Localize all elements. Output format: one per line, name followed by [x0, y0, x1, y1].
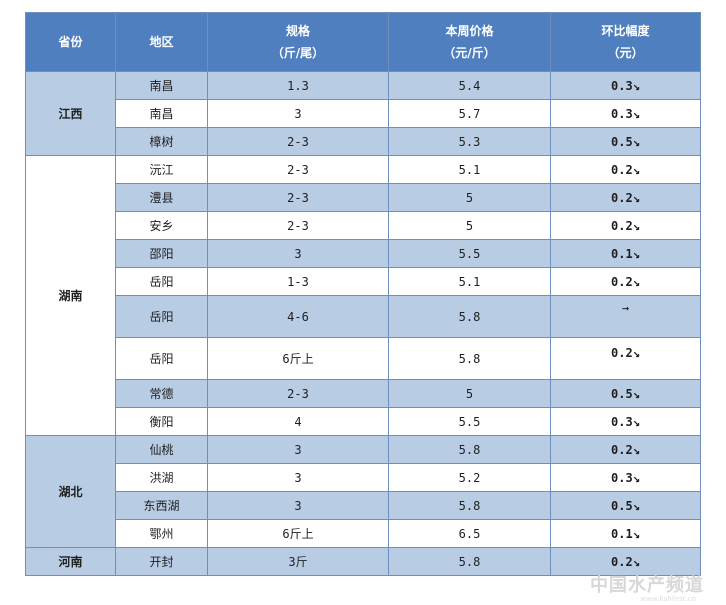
watermark-logo: 中国水产频道	[590, 575, 704, 596]
change-cell: 0.2↘	[550, 435, 701, 464]
region-cell: 仙桃	[115, 435, 208, 464]
spec-cell: 6斤上	[207, 519, 389, 548]
region-cell: 沅江	[115, 155, 208, 184]
region-cell: 南昌	[115, 99, 208, 128]
table-row: 樟树 2-3 5.3 0.5↘	[26, 127, 701, 156]
table-row: 鄂州 6斤上 6.5 0.1↘	[26, 519, 701, 548]
spec-cell: 3	[207, 463, 389, 492]
spec-cell: 4-6	[207, 295, 389, 338]
table-row: 河南 开封 3斤 5.8 0.2↘	[25, 547, 701, 576]
change-cell: 0.2↘	[550, 211, 701, 240]
price-cell: 5.2	[388, 463, 551, 492]
change-cell: 0.2↘	[550, 155, 701, 184]
price-cell: 5	[388, 183, 551, 212]
price-cell: 5.5	[388, 407, 551, 436]
table-row: 湖北 仙桃 3 5.8 0.2↘	[25, 435, 701, 548]
region-cell: 洪湖	[115, 463, 208, 492]
spec-cell: 3斤	[207, 547, 389, 576]
spec-cell: 2-3	[207, 127, 389, 156]
spec-cell: 3	[207, 435, 389, 464]
price-cell: 5.1	[388, 155, 551, 184]
change-cell: 0.5↘	[550, 491, 701, 520]
header-province: 省份	[25, 12, 116, 72]
price-cell: 5.3	[388, 127, 551, 156]
header-price: 本周价格 （元/斤）	[388, 12, 551, 72]
price-cell: 5.8	[388, 337, 551, 380]
province-cell-henan: 河南	[25, 547, 116, 576]
change-cell: 0.3↘	[550, 71, 701, 100]
spec-cell: 4	[207, 407, 389, 436]
province-cell-hubei: 湖北	[25, 435, 116, 548]
spec-cell: 2-3	[207, 155, 389, 184]
region-cell: 衡阳	[115, 407, 208, 436]
price-cell: 5	[388, 379, 551, 408]
change-cell: 0.5↘	[550, 379, 701, 408]
table-row: 岳阳 1-3 5.1 0.2↘	[26, 267, 701, 296]
change-cell: 0.2↘	[550, 183, 701, 212]
change-cell: 0.5↘	[550, 127, 701, 156]
price-cell: 5	[388, 211, 551, 240]
spec-cell: 3	[207, 239, 389, 268]
spec-cell: 3	[207, 99, 389, 128]
change-cell: 0.1↘	[550, 239, 701, 268]
region-cell: 邵阳	[115, 239, 208, 268]
region-cell: 岳阳	[115, 337, 208, 380]
province-cell-jiangxi: 江西	[25, 71, 116, 156]
header-spec: 规格 （斤/尾）	[207, 12, 389, 72]
change-cell: 0.3↘	[550, 463, 701, 492]
spec-cell: 2-3	[207, 379, 389, 408]
price-cell: 5.8	[388, 295, 551, 338]
price-cell: 5.7	[388, 99, 551, 128]
price-cell: 5.4	[388, 71, 551, 100]
change-cell: 0.1↘	[550, 519, 701, 548]
region-cell: 开封	[115, 547, 208, 576]
region-cell: 岳阳	[115, 267, 208, 296]
table-row: 澧县 2-3 5 0.2↘	[26, 183, 701, 212]
price-cell: 5.8	[388, 491, 551, 520]
table-row: 安乡 2-3 5 0.2↘	[26, 211, 701, 240]
region-cell: 安乡	[115, 211, 208, 240]
change-cell: 0.3↘	[550, 407, 701, 436]
change-cell: 0.3↘	[550, 99, 701, 128]
region-cell: 鄂州	[115, 519, 208, 548]
table-row: 常德 2-3 5 0.5↘	[26, 379, 701, 408]
header-change: 环比幅度 （元）	[550, 12, 701, 72]
table-row: 湖南 沅江 2-3 5.1 0.2↘	[25, 155, 701, 436]
price-cell: 6.5	[388, 519, 551, 548]
region-cell: 南昌	[115, 71, 208, 100]
region-cell: 常德	[115, 379, 208, 408]
table-row: 洪湖 3 5.2 0.3↘	[26, 463, 701, 492]
table-row: 衡阳 4 5.5 0.3↘	[26, 407, 701, 436]
region-cell: 岳阳	[115, 295, 208, 338]
price-cell: 5.8	[388, 547, 551, 576]
header-region: 地区	[115, 12, 208, 72]
price-cell: 5.5	[388, 239, 551, 268]
region-cell: 东西湖	[115, 491, 208, 520]
spec-cell: 3	[207, 491, 389, 520]
change-cell: →	[550, 295, 701, 338]
table-row: 岳阳 6斤上 5.8 0.2↘	[26, 337, 701, 380]
price-cell: 5.1	[388, 267, 551, 296]
header-row: 省份 地区 规格 （斤/尾） 本周价格 （元/斤） 环比幅度 （元）	[25, 12, 701, 72]
change-cell: 0.2↘	[550, 547, 701, 576]
table-row: 东西湖 3 5.8 0.5↘	[26, 491, 701, 520]
watermark-url: www.fishfirst.cn	[640, 595, 696, 603]
spec-cell: 1.3	[207, 71, 389, 100]
spec-cell: 2-3	[207, 211, 389, 240]
change-cell: 0.2↘	[550, 267, 701, 296]
price-table: 省份 地区 规格 （斤/尾） 本周价格 （元/斤） 环比幅度 （元） 江西 南昌 1.…	[25, 12, 701, 576]
spec-cell: 2-3	[207, 183, 389, 212]
region-cell: 樟树	[115, 127, 208, 156]
table-row: 邵阳 3 5.5 0.1↘	[26, 239, 701, 268]
region-cell: 澧县	[115, 183, 208, 212]
table-row: 岳阳 4-6 5.8 →	[26, 295, 701, 338]
price-cell: 5.8	[388, 435, 551, 464]
spec-cell: 1-3	[207, 267, 389, 296]
table-row: 江西 南昌 1.3 5.4 0.3↘	[25, 71, 701, 156]
province-cell-hunan: 湖南	[25, 155, 116, 436]
change-cell: 0.2↘	[550, 337, 701, 380]
spec-cell: 6斤上	[207, 337, 389, 380]
table-row: 南昌 3 5.7 0.3↘	[26, 99, 701, 128]
